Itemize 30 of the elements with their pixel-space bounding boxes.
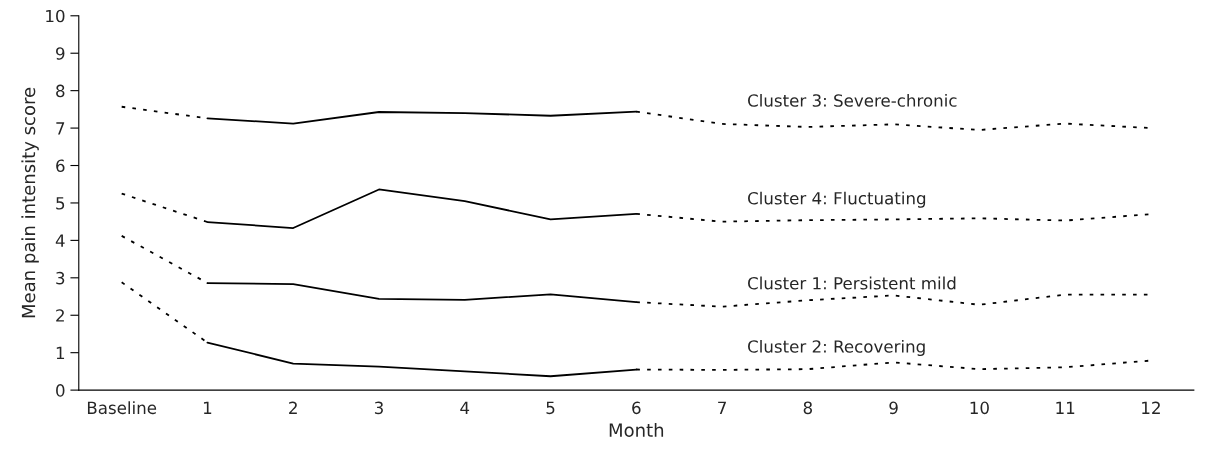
x-tick-label: 2	[289, 401, 297, 414]
x-tick-label: 5	[546, 401, 555, 415]
y-tick-label: 9	[56, 47, 65, 60]
x-tick-label: 12	[1142, 401, 1160, 414]
y-tick-label: 0	[56, 384, 65, 397]
x-tick-label: 3	[374, 401, 383, 415]
x-tick-label: 4	[460, 401, 470, 414]
series-label: Cluster 2: Recovering	[748, 339, 925, 357]
y-tick-label: 7	[56, 122, 65, 135]
x-tick-label: 8	[803, 401, 813, 415]
y-tick-label: 3	[56, 271, 65, 285]
x-tick-label: 11	[1056, 401, 1075, 414]
y-tick-label: 1	[56, 346, 65, 360]
x-tick-label: Baseline	[87, 401, 157, 415]
x-tick-label: 10	[970, 401, 989, 415]
series-label: Cluster 1: Persistent mild	[748, 276, 956, 290]
series-label: Cluster 3: Severe-chronic	[748, 93, 957, 107]
y-tick-label: 6	[56, 159, 65, 173]
series-label: Cluster 4: Fluctuating	[748, 191, 926, 208]
x-axis-title: Month	[609, 422, 664, 437]
y-tick-label: 2	[56, 309, 64, 322]
x-tick-label: 7	[718, 401, 726, 414]
y-axis-title: Mean pain intensity score	[21, 87, 39, 318]
y-tick-label: 5	[56, 197, 65, 210]
y-tick-label: 10	[46, 9, 65, 23]
x-tick-label: 1	[203, 401, 212, 414]
y-tick-label: 4	[55, 234, 65, 247]
x-tick-label: 6	[632, 401, 641, 415]
x-tick-label: 9	[889, 401, 898, 415]
y-tick-label: 8	[56, 84, 65, 98]
